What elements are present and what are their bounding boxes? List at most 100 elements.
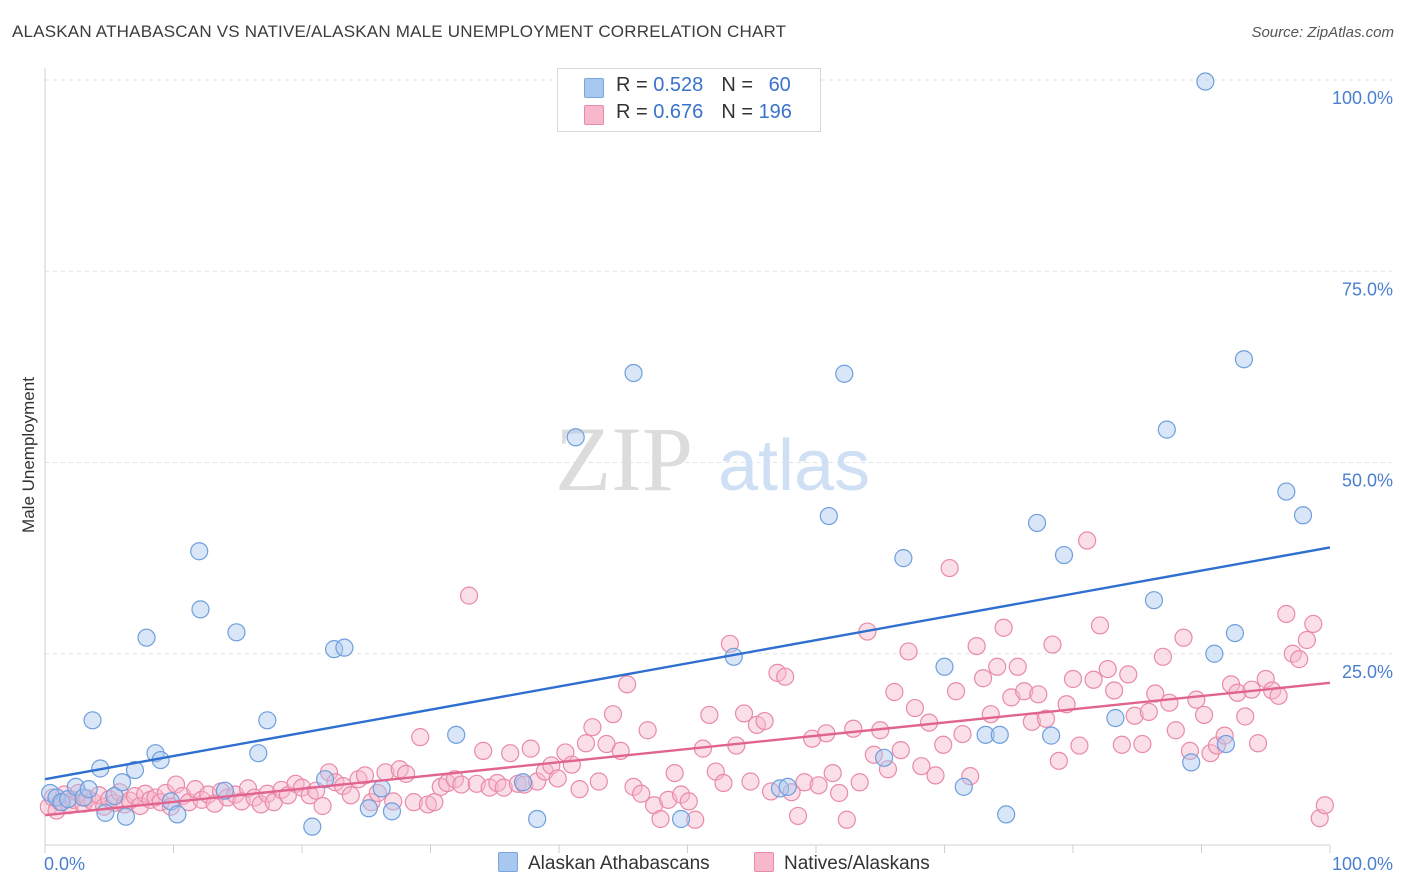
grid-lines xyxy=(45,79,1392,655)
point-native xyxy=(988,657,1007,676)
legend-n-label: N = xyxy=(721,101,759,123)
point-athabascan xyxy=(382,802,402,821)
bottom-legend-label: Alaskan Athabascans xyxy=(528,853,710,874)
point-native xyxy=(1153,647,1173,666)
point-native xyxy=(734,704,754,723)
point-native xyxy=(837,810,856,829)
point-athabascan xyxy=(1216,734,1236,754)
point-native xyxy=(618,675,637,694)
legend-n-value: 60 xyxy=(768,74,791,96)
point-athabascan xyxy=(116,807,136,826)
point-native xyxy=(1166,721,1185,740)
point-athabascan xyxy=(137,628,156,647)
point-native xyxy=(1315,796,1334,815)
point-native xyxy=(1084,670,1103,689)
point-native xyxy=(1236,707,1255,726)
point-native xyxy=(624,777,643,796)
point-athabascan xyxy=(168,805,187,824)
point-athabascan xyxy=(227,623,246,642)
point-athabascan xyxy=(1027,513,1047,533)
point-athabascan xyxy=(1293,506,1313,525)
point-native xyxy=(1248,734,1268,753)
point-athabascan xyxy=(258,711,277,730)
point-athabascan xyxy=(1054,545,1074,565)
point-native xyxy=(589,772,608,791)
point-native xyxy=(1119,665,1138,684)
point-native xyxy=(1008,657,1027,676)
y-axis-label: Male Unemployment xyxy=(19,377,38,533)
point-athabascan xyxy=(1205,644,1224,663)
chart-title: ALASKAN ATHABASCAN VS NATIVE/ALASKAN MAL… xyxy=(12,22,787,41)
point-native xyxy=(1105,681,1124,700)
point-native xyxy=(1043,635,1062,654)
point-native xyxy=(1133,734,1152,754)
point-native xyxy=(603,705,623,724)
point-athabascan xyxy=(1157,420,1176,439)
point-native xyxy=(1112,735,1131,754)
point-native xyxy=(864,745,883,764)
point-native xyxy=(576,734,596,753)
point-native xyxy=(981,705,1000,724)
point-native xyxy=(1139,702,1158,721)
point-native xyxy=(89,786,109,805)
point-native xyxy=(1174,628,1193,647)
point-native xyxy=(679,792,698,811)
point-native xyxy=(1049,751,1068,770)
legend: R = 0.528 N = 60 R = 0.676 N = 196 xyxy=(557,68,821,132)
point-athabascan xyxy=(83,711,102,730)
point-native xyxy=(891,741,910,760)
x-tick-label: 0.0% xyxy=(44,854,85,874)
point-native xyxy=(494,778,513,797)
data-points xyxy=(39,72,1334,836)
point-native xyxy=(940,558,959,578)
point-athabascan xyxy=(372,779,391,798)
point-athabascan xyxy=(528,809,547,829)
watermark: ZIP atlas xyxy=(555,408,870,510)
point-native xyxy=(671,785,691,804)
point-native xyxy=(1078,531,1097,550)
point-native xyxy=(961,767,980,786)
point-athabascan xyxy=(770,779,790,798)
point-native xyxy=(488,773,507,793)
y-tick-label: 75.0% xyxy=(1342,279,1393,299)
axes xyxy=(44,68,1331,853)
point-athabascan xyxy=(447,725,466,744)
point-native xyxy=(878,760,898,779)
bottom-legend-athabascans: Alaskan Athabascans xyxy=(498,852,710,875)
point-athabascan xyxy=(359,799,378,818)
point-native xyxy=(1070,736,1089,755)
legend-n-label: N = xyxy=(721,74,759,96)
point-native xyxy=(548,769,567,788)
point-native xyxy=(1180,741,1200,761)
point-native xyxy=(788,806,808,826)
point-native xyxy=(521,739,540,758)
legend-r-value: 0.528 xyxy=(653,74,704,96)
point-native xyxy=(809,776,828,795)
point-athabascan xyxy=(671,809,691,829)
point-native xyxy=(570,780,589,799)
point-athabascan xyxy=(935,657,954,676)
point-athabascan xyxy=(894,549,913,568)
point-native xyxy=(686,810,705,829)
point-native xyxy=(926,766,945,785)
point-native xyxy=(1297,630,1316,650)
y-tick-label: 50.0% xyxy=(1342,471,1393,491)
point-native xyxy=(665,763,684,783)
point-native xyxy=(396,764,416,783)
point-athabascan xyxy=(190,542,209,561)
point-athabascan xyxy=(1182,753,1201,772)
watermark-atlas: atlas xyxy=(718,426,870,506)
point-native xyxy=(912,757,931,776)
point-native xyxy=(638,721,657,740)
point-native xyxy=(967,636,986,656)
y-tick-label: 25.0% xyxy=(1342,662,1393,682)
point-native xyxy=(1187,690,1206,709)
point-native xyxy=(1207,736,1227,755)
legend-swatch-natives xyxy=(584,105,604,125)
point-athabascan xyxy=(997,805,1016,824)
point-athabascan xyxy=(976,725,995,744)
trend-line-athabascans xyxy=(44,546,1331,781)
point-native xyxy=(474,741,493,761)
point-native xyxy=(1090,616,1110,635)
point-native xyxy=(562,755,581,774)
